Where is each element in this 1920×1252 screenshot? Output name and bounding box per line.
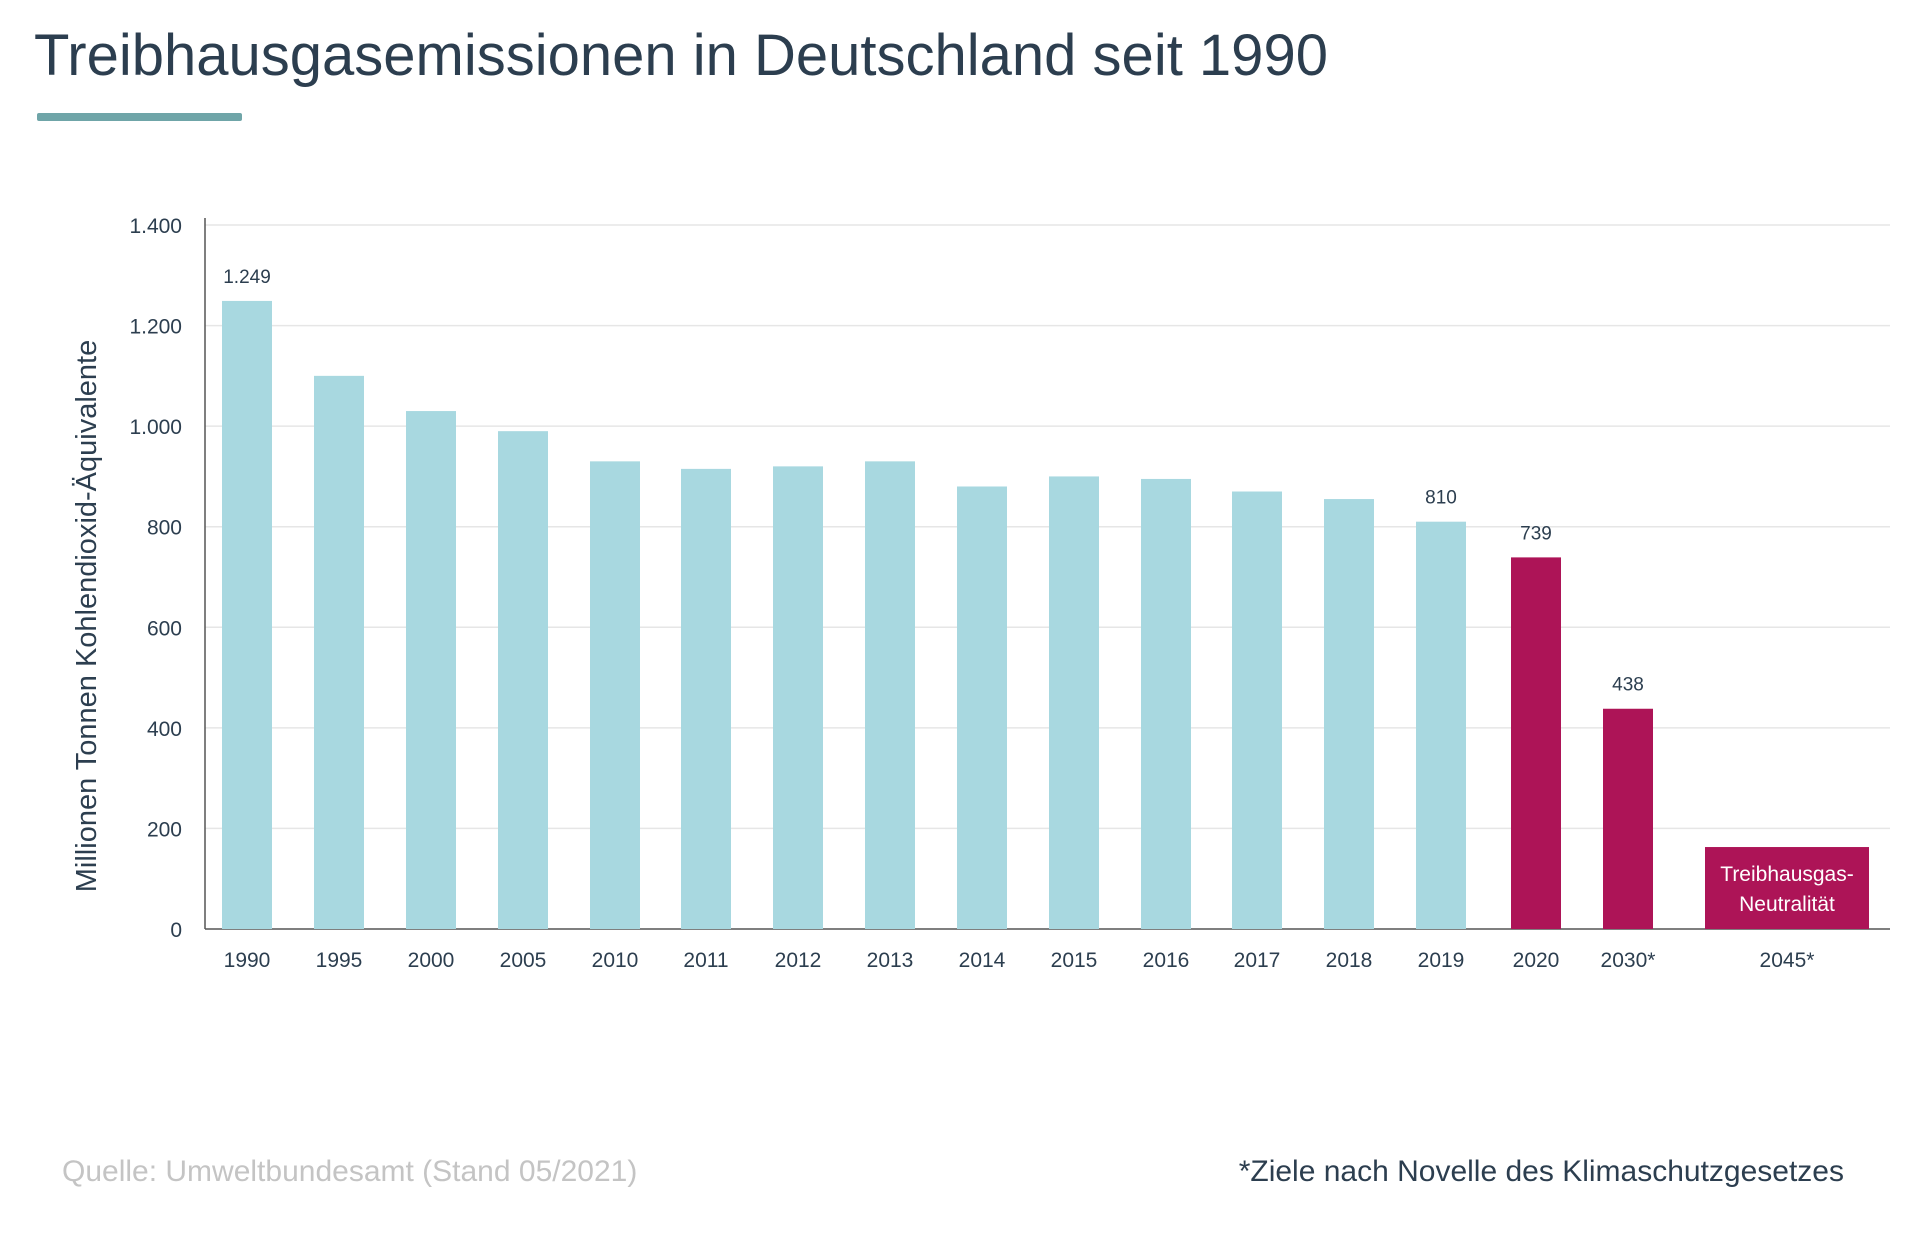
x-tick-label: 2018 [1326,949,1373,972]
bar-2020 [1511,557,1561,929]
bar-2019 [1416,521,1466,929]
y-tick-label: 1.200 [129,316,182,339]
x-tick-label: 2000 [408,949,455,972]
in-bar-label: Treibhausgas- [1720,863,1853,886]
data-label: 810 [1425,488,1457,509]
bar-1990 [222,300,272,930]
y-tick-label: 1.000 [129,416,182,439]
x-tick-label: 2045* [1760,949,1815,972]
bar-2014 [957,486,1007,929]
x-tick-label: 2011 [683,949,728,972]
bar-1995 [314,375,364,929]
labels: 0 200 400 600 800 1.000 1.200 1.400 1990 1.249 199… [129,215,1853,972]
bars [222,300,1869,930]
y-tick-label: 1.400 [129,215,182,238]
in-bar-label: Neutralität [1739,893,1835,916]
x-tick-label: 2016 [1143,949,1190,972]
data-label: 1.249 [223,267,271,288]
bar-2000 [406,411,456,929]
bar-2012 [773,466,823,929]
x-tick-label: 2015 [1051,949,1098,972]
x-tick-label: 2005 [500,949,547,972]
x-tick-label: 2010 [592,949,639,972]
bar-2010 [590,461,640,929]
y-axis-label: Millionen Tonnen Kohlendioxid-Äquivalent… [71,340,103,892]
y-tick-label: 800 [147,517,182,540]
bar-2045 [1705,847,1869,929]
x-tick-label: 2012 [775,949,822,972]
x-tick-label: 2019 [1418,949,1465,972]
x-tick-label: 2014 [959,949,1006,972]
bar-2017 [1232,491,1282,929]
data-label: 438 [1612,675,1644,696]
x-tick-label: 2013 [867,949,914,972]
page-title: Treibhausgasemissionen in Deutschland se… [34,23,1328,88]
bar-2015 [1049,476,1099,929]
source-note: Quelle: Umweltbundesamt (Stand 05/2021) [62,1155,638,1188]
title-underline [37,113,242,121]
bar-2018 [1324,499,1374,929]
y-tick-label: 400 [147,718,182,741]
bar-2005 [498,431,548,929]
x-tick-label: 1990 [224,949,271,972]
y-tick-label: 600 [147,617,182,640]
bar-2013 [865,461,915,929]
y-tick-label: 200 [147,818,182,841]
y-tick-label: 0 [170,919,182,942]
bar-2016 [1141,478,1191,929]
bar-2030 [1603,708,1653,929]
bar-2011 [681,468,731,929]
x-tick-label: 2020 [1513,949,1560,972]
data-label: 739 [1520,523,1552,544]
x-tick-label: 1995 [316,949,363,972]
x-tick-label: 2017 [1234,949,1281,972]
x-tick-label: 2030* [1601,949,1656,972]
footnote: *Ziele nach Novelle des Klimaschutzgeset… [1238,1155,1844,1188]
